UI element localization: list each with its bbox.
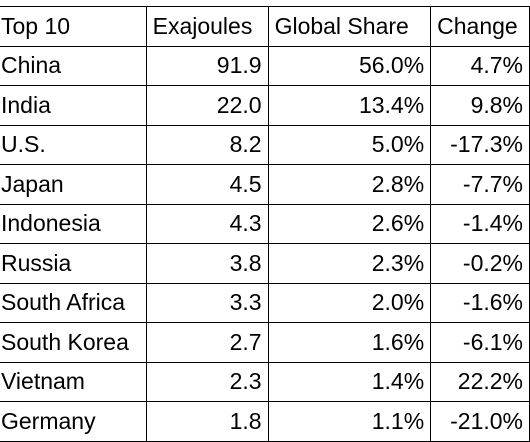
cell-exajoules: 2.3 [145,361,269,402]
table-row: South Korea 2.7 1.6% -6.1% [0,322,530,363]
cell-share: 1.1% [267,401,432,442]
cell-change: -0.2% [430,243,530,284]
cell-exajoules: 3.3 [145,282,269,323]
table-row: U.S. 8.2 5.0% -17.3% [0,124,530,165]
header-global-share: Global Share [267,6,432,47]
cell-country: Vietnam [0,361,147,402]
cell-share: 2.0% [267,282,432,323]
cell-change: 22.2% [430,361,530,402]
table-container: Top 10 Exajoules Global Share Change Chi… [0,6,530,442]
table-row: India 22.0 13.4% 9.8% [0,85,530,126]
header-exajoules: Exajoules [145,6,269,47]
cell-change: -21.0% [430,401,530,442]
cell-share: 2.6% [267,203,432,244]
cell-share: 5.0% [267,124,432,165]
cell-exajoules: 4.3 [145,203,269,244]
cell-exajoules: 3.8 [145,243,269,284]
cell-exajoules: 91.9 [145,45,269,86]
table-row: Germany 1.8 1.1% -21.0% [0,401,530,442]
cell-share: 1.4% [267,361,432,402]
cell-exajoules: 1.8 [145,401,269,442]
table-row: Russia 3.8 2.3% -0.2% [0,243,530,284]
header-country: Top 10 [0,6,147,47]
cell-exajoules: 8.2 [145,124,269,165]
table-row: South Africa 3.3 2.0% -1.6% [0,282,530,323]
cell-country: Indonesia [0,203,147,244]
cell-share: 56.0% [267,45,432,86]
cell-change: -1.6% [430,282,530,323]
header-row: Top 10 Exajoules Global Share Change [0,6,530,47]
data-table: Top 10 Exajoules Global Share Change Chi… [0,6,530,442]
cell-exajoules: 22.0 [145,85,269,126]
cell-country: China [0,45,147,86]
cell-exajoules: 4.5 [145,164,269,205]
cell-country: U.S. [0,124,147,165]
cell-country: Russia [0,243,147,284]
cell-exajoules: 2.7 [145,322,269,363]
cell-country: Japan [0,164,147,205]
cell-change: 4.7% [430,45,530,86]
cell-change: -6.1% [430,322,530,363]
cell-country: South Korea [0,322,147,363]
cell-share: 13.4% [267,85,432,126]
cell-share: 1.6% [267,322,432,363]
cell-country: Germany [0,401,147,442]
header-change: Change [430,6,530,47]
cell-country: South Africa [0,282,147,323]
table-row: Japan 4.5 2.8% -7.7% [0,164,530,205]
cell-share: 2.3% [267,243,432,284]
cell-change: -7.7% [430,164,530,205]
table-row: Vietnam 2.3 1.4% 22.2% [0,361,530,402]
table-row: Indonesia 4.3 2.6% -1.4% [0,203,530,244]
cell-share: 2.8% [267,164,432,205]
cell-change: 9.8% [430,85,530,126]
cell-change: -1.4% [430,203,530,244]
cell-country: India [0,85,147,126]
cell-change: -17.3% [430,124,530,165]
table-row: China 91.9 56.0% 4.7% [0,45,530,86]
